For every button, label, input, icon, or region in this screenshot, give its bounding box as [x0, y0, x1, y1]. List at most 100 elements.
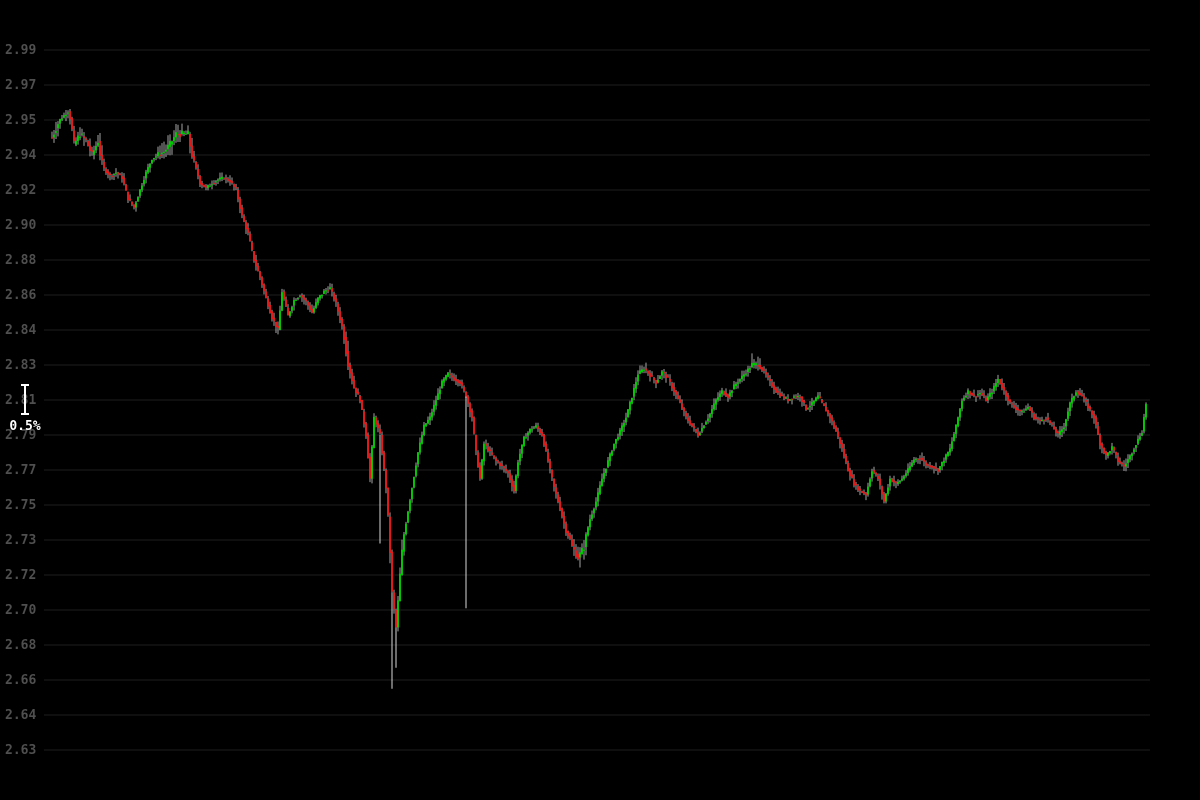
candle-up: [809, 406, 811, 408]
candle-down: [971, 393, 973, 396]
candle-down: [773, 385, 775, 390]
candle-up: [1073, 396, 1075, 400]
candle-up: [593, 509, 595, 514]
candle-up: [517, 462, 519, 477]
candle-up: [705, 422, 707, 425]
candle-down: [985, 397, 987, 402]
candle-down: [333, 293, 335, 300]
candle-up: [619, 429, 621, 436]
candle-down: [761, 367, 763, 371]
candle-up: [93, 150, 95, 155]
candle-down: [1019, 409, 1021, 412]
candle-down: [873, 470, 875, 473]
candle-down: [307, 302, 309, 306]
candle-up: [949, 448, 951, 453]
candle-up: [423, 424, 425, 435]
candle-up: [943, 460, 945, 463]
candle-down: [191, 145, 193, 158]
candle-up: [145, 171, 147, 179]
candle-down: [119, 174, 121, 176]
candle-up: [161, 152, 163, 154]
candle-up: [297, 297, 299, 299]
candle-down: [545, 443, 547, 451]
candle-up: [481, 459, 483, 479]
candle-up: [135, 202, 137, 208]
y-tick-label: 2.95: [5, 113, 36, 128]
candle-up: [1027, 407, 1029, 409]
candle-down: [895, 482, 897, 484]
candle-up: [1143, 417, 1145, 432]
candle-up: [817, 395, 819, 399]
candle-up: [911, 462, 913, 467]
candle-up: [729, 392, 731, 397]
candle-down: [1001, 383, 1003, 389]
candle-down: [759, 365, 761, 369]
candle-up: [1071, 397, 1073, 404]
candle-up: [719, 393, 721, 398]
candle-down: [771, 382, 773, 387]
candle-up: [623, 423, 625, 427]
candle-up: [371, 446, 373, 479]
candle-up: [597, 492, 599, 502]
candle-down: [765, 372, 767, 375]
candle-down: [501, 464, 503, 466]
candle-up: [113, 173, 115, 175]
candle-down: [767, 375, 769, 378]
candle-down: [541, 432, 543, 436]
candle-up: [915, 458, 917, 460]
candle-up: [751, 363, 753, 368]
candle-up: [1069, 402, 1071, 412]
candle-down: [559, 501, 561, 510]
candle-down: [1089, 407, 1091, 410]
candle-down: [1033, 414, 1035, 420]
candle-down: [1123, 464, 1125, 467]
candle-down: [453, 377, 455, 381]
candle-down: [159, 155, 161, 156]
candle-down: [801, 396, 803, 403]
candle-down: [197, 169, 199, 177]
candle-up: [995, 382, 997, 388]
candle-down: [691, 423, 693, 427]
candle-down: [919, 458, 921, 460]
candle-down: [451, 375, 453, 378]
candle-up: [641, 369, 643, 372]
candle-up: [1109, 451, 1111, 454]
candle-up: [661, 371, 663, 376]
y-tick-label: 2.77: [5, 463, 36, 478]
candle-down: [695, 429, 697, 432]
candle-up: [1129, 455, 1131, 460]
candle-up: [95, 146, 97, 151]
candle-up: [951, 441, 953, 449]
candle-down: [1055, 429, 1057, 433]
y-tick-label: 2.99: [5, 43, 36, 58]
candle-up: [425, 423, 427, 427]
candle-down: [359, 395, 361, 402]
candle-up: [605, 468, 607, 473]
candle-up: [187, 130, 189, 134]
candle-up: [1125, 463, 1127, 467]
candle-up: [401, 549, 403, 575]
candle-down: [275, 321, 277, 328]
candle-down: [685, 412, 687, 417]
candle-up: [889, 478, 891, 487]
candle-down: [465, 391, 467, 398]
candle-up: [291, 307, 293, 311]
candle-down: [539, 429, 541, 434]
candle-down: [829, 414, 831, 419]
candle-up: [139, 189, 141, 196]
candle-down: [203, 184, 205, 188]
candle-up: [181, 130, 183, 134]
candle-down: [803, 400, 805, 404]
candle-down: [201, 183, 203, 186]
candle-up: [625, 417, 627, 423]
candle-down: [91, 150, 93, 152]
candle-up: [901, 478, 903, 481]
candle-down: [507, 471, 509, 474]
candle-up: [325, 290, 327, 292]
candle-up: [735, 383, 737, 386]
candle-up: [899, 480, 901, 483]
candle-down: [723, 391, 725, 395]
candle-up: [1065, 419, 1067, 427]
candle-down: [1035, 417, 1037, 419]
candle-down: [669, 379, 671, 382]
